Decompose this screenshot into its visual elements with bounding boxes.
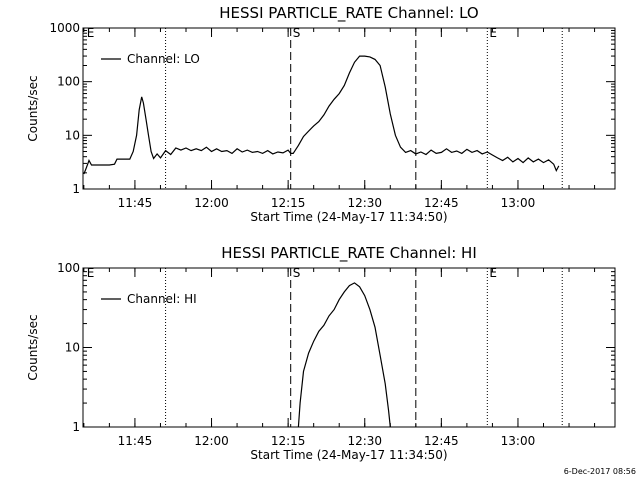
marker-label: E bbox=[87, 26, 95, 40]
legend-label: Channel: HI bbox=[127, 292, 197, 306]
x-tick-label: 12:30 bbox=[347, 434, 382, 448]
lo-channel-panel: HESSI PARTICLE_RATE Channel: LO 1 10 100 100… bbox=[26, 4, 616, 224]
chart-title: HESSI PARTICLE_RATE Channel: HI bbox=[221, 244, 477, 263]
y-axis-label: Counts/sec bbox=[26, 314, 40, 380]
x-tick-label: 11:45 bbox=[118, 434, 153, 448]
plot-frame bbox=[82, 27, 616, 190]
series-line bbox=[297, 282, 391, 428]
y-tick-label: 100 bbox=[57, 75, 80, 89]
x-tick-label: 12:45 bbox=[424, 434, 459, 448]
marker-label: E bbox=[87, 266, 95, 280]
x-axis-label: Start Time (24-May-17 11:34:50) bbox=[250, 448, 447, 462]
legend-label: Channel: LO bbox=[127, 52, 200, 66]
marker-label: S bbox=[293, 266, 301, 280]
x-tick-label: 13:00 bbox=[501, 434, 536, 448]
legend: Channel: LO bbox=[101, 52, 200, 66]
y-axis-label: Counts/sec bbox=[26, 75, 40, 141]
y-tick-label: 100 bbox=[57, 261, 80, 275]
marker-label: S bbox=[293, 26, 301, 40]
x-axis-label: Start Time (24-May-17 11:34:50) bbox=[250, 210, 447, 224]
x-tick-label: 11:45 bbox=[118, 196, 153, 210]
x-tick-label: 12:45 bbox=[424, 196, 459, 210]
y-tick-label: 1 bbox=[72, 420, 80, 434]
x-tick-label: 12:00 bbox=[194, 434, 229, 448]
y-tick-label: 1 bbox=[72, 182, 80, 196]
marker-label: E bbox=[489, 266, 497, 280]
hi-channel-panel: HESSI PARTICLE_RATE Channel: HI 1 10 100 Cou… bbox=[26, 244, 616, 462]
x-tick-label: 12:15 bbox=[271, 196, 306, 210]
x-tick-label: 12:15 bbox=[271, 434, 306, 448]
marker-label: E bbox=[489, 26, 497, 40]
y-tick-label: 1000 bbox=[49, 21, 80, 35]
y-tick-label: 10 bbox=[65, 128, 80, 142]
x-tick-label: 12:00 bbox=[194, 196, 229, 210]
series-line bbox=[83, 55, 560, 175]
footer-timestamp: 6-Dec-2017 08:56 bbox=[564, 467, 636, 476]
chart-title: HESSI PARTICLE_RATE Channel: LO bbox=[219, 4, 478, 23]
y-tick-label: 10 bbox=[65, 341, 80, 355]
x-tick-label: 13:00 bbox=[501, 196, 536, 210]
x-tick-label: 12:30 bbox=[347, 196, 382, 210]
legend: Channel: HI bbox=[101, 292, 197, 306]
